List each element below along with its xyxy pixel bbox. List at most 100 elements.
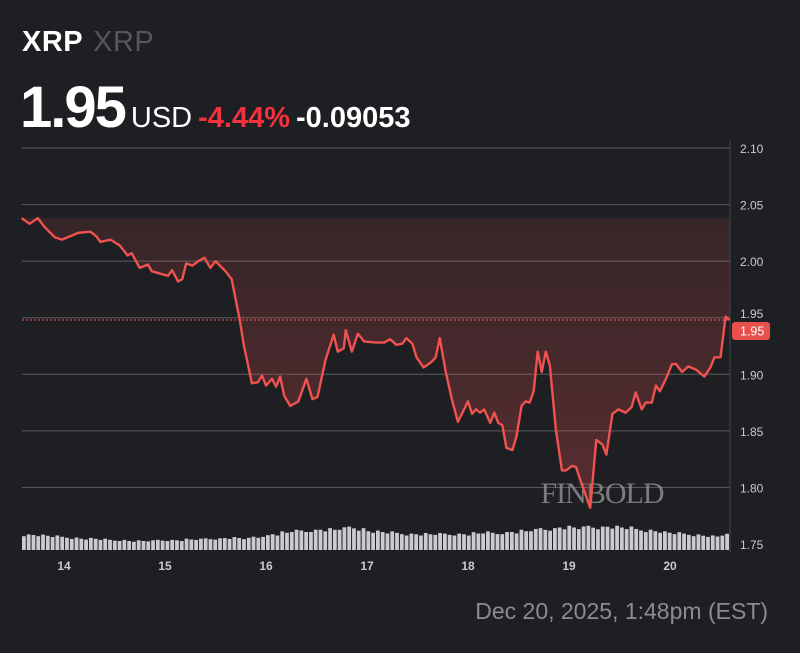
volume-bar <box>304 532 309 550</box>
volume-bar <box>514 533 519 550</box>
volume-bar <box>395 532 399 550</box>
volume-bar <box>442 533 447 550</box>
volume-bar <box>696 534 701 550</box>
volume-bar <box>385 533 390 550</box>
volume-bar <box>399 534 404 550</box>
volume-bar <box>376 530 380 550</box>
asset-title: XRP XRP <box>22 26 154 59</box>
volume-bar <box>232 537 237 550</box>
volume-bar <box>88 537 93 550</box>
volume-bar <box>22 536 26 550</box>
volume-bar <box>634 528 639 550</box>
volume-bar <box>423 532 428 550</box>
volume-bar <box>26 534 31 550</box>
current-price-badge-label: 1.95 <box>740 324 764 338</box>
volume-bar <box>112 540 117 550</box>
volume-bar <box>701 535 706 550</box>
volume-bar <box>596 529 600 550</box>
volume-bar <box>495 534 500 550</box>
volume-bar <box>136 540 141 550</box>
volume-bar <box>505 532 509 550</box>
volume-bar <box>605 526 610 550</box>
volume-bar <box>98 539 103 550</box>
volume-bar <box>41 534 45 550</box>
volume-bar <box>409 533 414 550</box>
volume-bar <box>93 538 98 550</box>
x-tick-label: 16 <box>259 559 273 573</box>
volume-bar <box>194 539 198 550</box>
volume-bar <box>122 539 127 550</box>
volume-bar <box>65 537 69 550</box>
volume-bar <box>572 527 576 550</box>
volume-bar <box>227 538 232 550</box>
volume-bar <box>69 538 74 550</box>
volume-bar <box>486 531 490 550</box>
volume-bar <box>610 528 615 550</box>
y-tick-label: 1.90 <box>740 368 764 382</box>
price-line <box>20 216 731 509</box>
volume-bar <box>127 541 132 550</box>
volume-bar <box>55 535 60 550</box>
volume-bar <box>299 530 304 550</box>
volume-bar <box>462 534 466 550</box>
volume-bar <box>45 535 50 550</box>
volume-bar <box>586 525 591 550</box>
volume-bar <box>438 532 442 550</box>
volume-bar <box>213 539 218 550</box>
y-tick-label: 2.05 <box>740 199 764 213</box>
volume-bar <box>50 537 55 550</box>
volume-bar <box>691 536 696 550</box>
volume-bar <box>615 525 619 550</box>
y-tick-label: 1.95 <box>740 307 764 321</box>
volume-bar <box>256 537 261 550</box>
volume-bar <box>74 537 79 550</box>
volume-bar <box>356 530 361 550</box>
volume-bar <box>682 533 686 550</box>
currency: USD <box>130 102 193 134</box>
volume-bar <box>490 532 495 550</box>
y-tick-label: 1.80 <box>740 481 764 495</box>
volume-bar <box>347 526 352 550</box>
volume-bar <box>667 532 672 550</box>
volume-bar <box>524 531 529 550</box>
volume-bar <box>366 531 371 550</box>
volume-bar <box>538 528 543 550</box>
price-area <box>21 218 730 508</box>
volume-bar <box>715 536 720 550</box>
volume-bar <box>332 529 337 550</box>
finbold-watermark: FINBOLD <box>540 477 663 510</box>
volume-bar <box>294 529 299 550</box>
volume-bar <box>380 532 385 550</box>
x-tick-label: 19 <box>562 559 576 573</box>
volume-bar <box>476 533 481 550</box>
volume-bar <box>706 536 710 550</box>
volume-bar <box>165 541 170 550</box>
volume-bar <box>677 532 682 550</box>
volume-bar <box>562 529 567 550</box>
volume-bar <box>79 538 84 550</box>
volume-bar <box>643 532 648 550</box>
volume-bar <box>160 540 165 550</box>
price-row: 1.95 USD -4.44% -0.09053 <box>20 74 411 141</box>
y-tick-label: 1.75 <box>740 538 764 552</box>
volume-bar <box>251 536 256 550</box>
volume-bar <box>557 527 562 550</box>
x-tick-label: 17 <box>360 559 374 573</box>
volume-bar <box>103 538 108 550</box>
volume-bar <box>658 532 663 550</box>
y-tick-label: 2.10 <box>740 142 764 156</box>
volume-bar <box>533 528 538 550</box>
volume-bar <box>710 535 715 550</box>
volume-bar <box>591 527 596 550</box>
volume-bar <box>246 537 251 550</box>
volume-bar <box>328 528 332 550</box>
volume-bar <box>313 529 318 550</box>
volume-bar <box>265 535 270 550</box>
volume-bar <box>500 534 505 550</box>
volume-bar <box>466 535 471 550</box>
volume-bar <box>553 528 557 550</box>
volume-bar <box>285 532 289 550</box>
volume-bar <box>146 541 151 550</box>
volume-bar <box>672 534 677 550</box>
volume-bar <box>242 539 246 550</box>
